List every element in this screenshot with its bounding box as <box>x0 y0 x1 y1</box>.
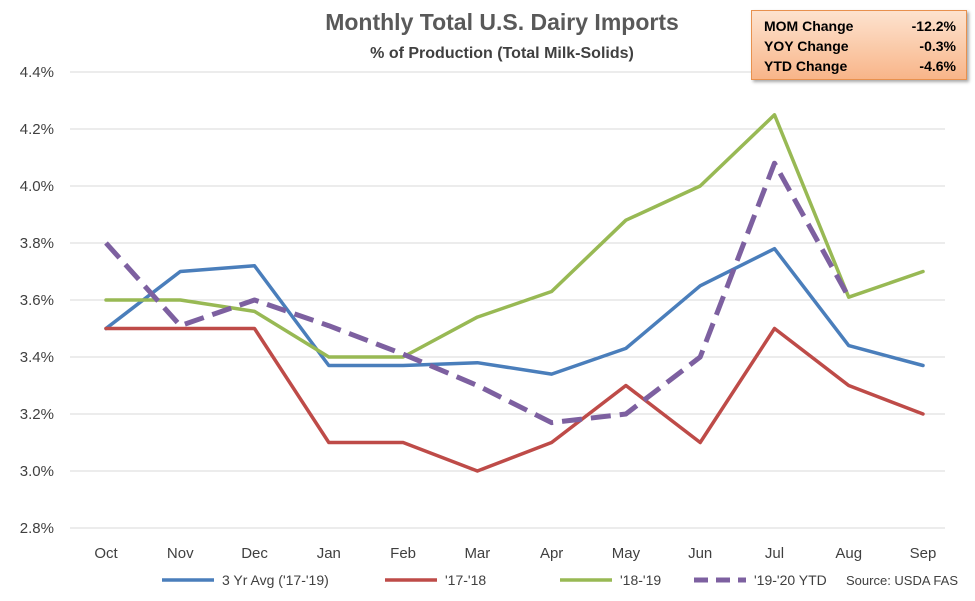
y-tick-label: 3.2% <box>20 406 54 423</box>
legend-label: '19-'20 YTD <box>754 572 827 588</box>
change-stats-box: MOM Change -12.2% YOY Change -0.3% YTD C… <box>751 10 967 80</box>
legend-label: 3 Yr Avg ('17-'19) <box>222 572 329 588</box>
stat-label: YTD Change <box>764 58 848 74</box>
series-lines <box>104 113 925 473</box>
legend: 3 Yr Avg ('17-'19) '17-'18 '18-'19 '19-'20 … <box>162 572 827 588</box>
stat-value: -0.3% <box>919 38 956 54</box>
y-tick-label: 4.0% <box>20 178 54 195</box>
gridlines <box>70 71 945 529</box>
stat-row-yoy: YOY Change -0.3% <box>764 36 956 56</box>
x-tick-label: Oct <box>94 545 118 562</box>
stat-label: MOM Change <box>764 18 854 34</box>
x-tick-label: May <box>612 545 641 562</box>
x-tick-label: Sep <box>910 545 937 562</box>
series-line-3 <box>104 160 851 426</box>
y-tick-label: 2.8% <box>20 520 54 537</box>
series-line-0 <box>104 246 925 376</box>
stat-value: -12.2% <box>911 18 956 34</box>
y-tick-label: 4.2% <box>20 121 54 138</box>
x-tick-label: Jul <box>765 545 784 562</box>
x-axis-ticks: Oct Nov Dec Jan Feb Mar Apr May Jun Jul Aug Sep <box>94 545 936 562</box>
x-tick-label: Apr <box>540 545 563 562</box>
x-tick-label: Mar <box>464 545 490 562</box>
stat-label: YOY Change <box>764 38 849 54</box>
y-tick-label: 3.8% <box>20 235 54 252</box>
x-tick-label: Nov <box>167 545 194 562</box>
y-tick-label: 3.0% <box>20 463 54 480</box>
stat-row-ytd: YTD Change -4.6% <box>764 56 956 76</box>
x-tick-label: Feb <box>390 545 416 562</box>
source-note: Source: USDA FAS <box>846 573 958 588</box>
x-tick-label: Jan <box>317 545 341 562</box>
stat-row-mom: MOM Change -12.2% <box>764 16 956 36</box>
series-line-1 <box>104 326 925 473</box>
y-tick-label: 4.4% <box>20 64 54 81</box>
y-tick-label: 3.4% <box>20 349 54 366</box>
x-tick-label: Jun <box>688 545 712 562</box>
stat-value: -4.6% <box>919 58 956 74</box>
legend-label: '17-'18 <box>445 572 486 588</box>
x-tick-label: Aug <box>835 545 862 562</box>
chart-title: Monthly Total U.S. Dairy Imports <box>325 9 679 35</box>
y-tick-label: 3.6% <box>20 292 54 309</box>
chart-subtitle: % of Production (Total Milk-Solids) <box>370 45 634 62</box>
x-tick-label: Dec <box>241 545 268 562</box>
legend-label: '18-'19 <box>620 572 661 588</box>
series-line-2 <box>104 113 925 359</box>
y-axis-ticks: 2.8% 3.0% 3.2% 3.4% 3.6% 3.8% 4.0% 4.2% 4.4% <box>20 64 54 537</box>
